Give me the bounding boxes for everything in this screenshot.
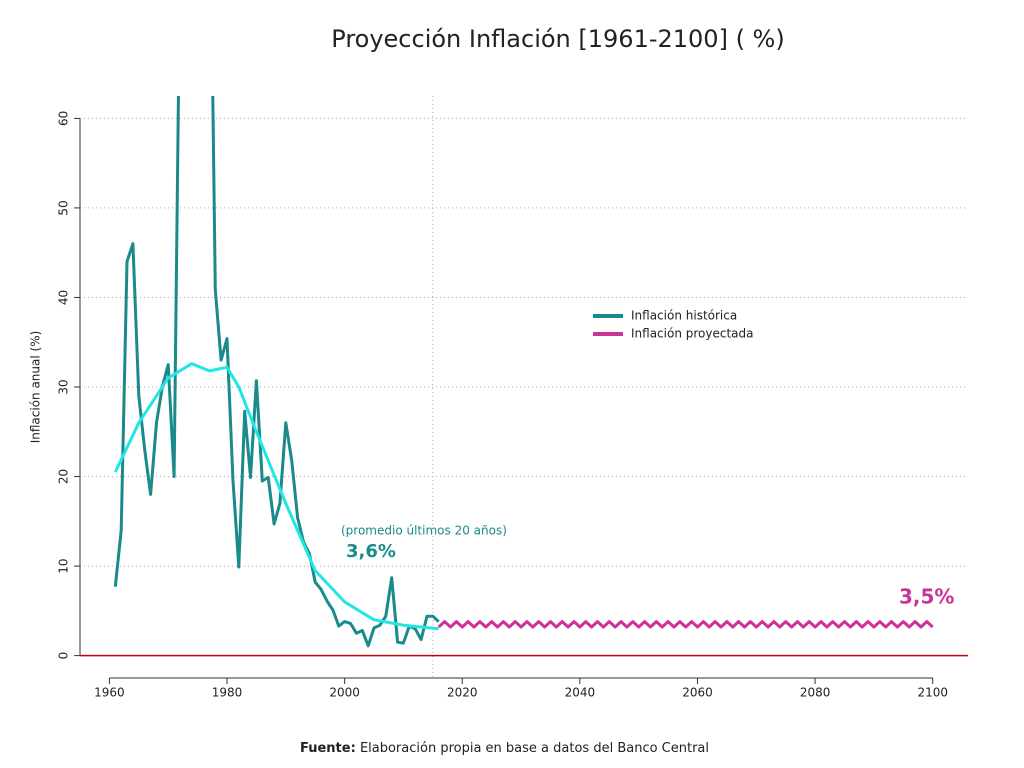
x-tick-label: 2020: [447, 686, 478, 700]
y-tick-label: 20: [57, 469, 71, 484]
x-tick-label: 2100: [917, 686, 948, 700]
annotation: 3,5%: [899, 585, 954, 609]
y-tick-label: 60: [57, 111, 71, 126]
series-line: [113, 96, 440, 648]
y-tick-label: 30: [57, 379, 71, 394]
source: Fuente: Elaboración propia en base a dat…: [300, 741, 709, 756]
chart-title: Proyección Inflación [1961-2100] ( %): [331, 25, 784, 53]
legend-label: Inflación histórica: [631, 309, 737, 323]
y-axis-label: Inflación anual (%): [29, 331, 43, 444]
y-tick-label: 0: [57, 652, 71, 660]
series-line: [437, 620, 934, 629]
x-tick-label: 1960: [94, 686, 125, 700]
y-tick-label: 40: [57, 290, 71, 305]
source-text: Elaboración propia en base a datos del B…: [360, 741, 709, 756]
x-tick-label: 2060: [682, 686, 713, 700]
y-tick-label: 50: [57, 200, 71, 215]
series-line: [113, 362, 439, 631]
plot-area: [113, 96, 934, 648]
x-tick-label: 2000: [329, 686, 360, 700]
source-label: Fuente:: [300, 741, 356, 756]
annotation: (promedio últimos 20 años): [341, 524, 507, 538]
x-tick-label: 2040: [565, 686, 596, 700]
y-tick-label: 10: [57, 558, 71, 573]
annotation: 3,6%: [346, 541, 396, 562]
x-tick-label: 2080: [800, 686, 831, 700]
x-tick-label: 1980: [212, 686, 243, 700]
legend-label: Inflación proyectada: [631, 327, 754, 341]
